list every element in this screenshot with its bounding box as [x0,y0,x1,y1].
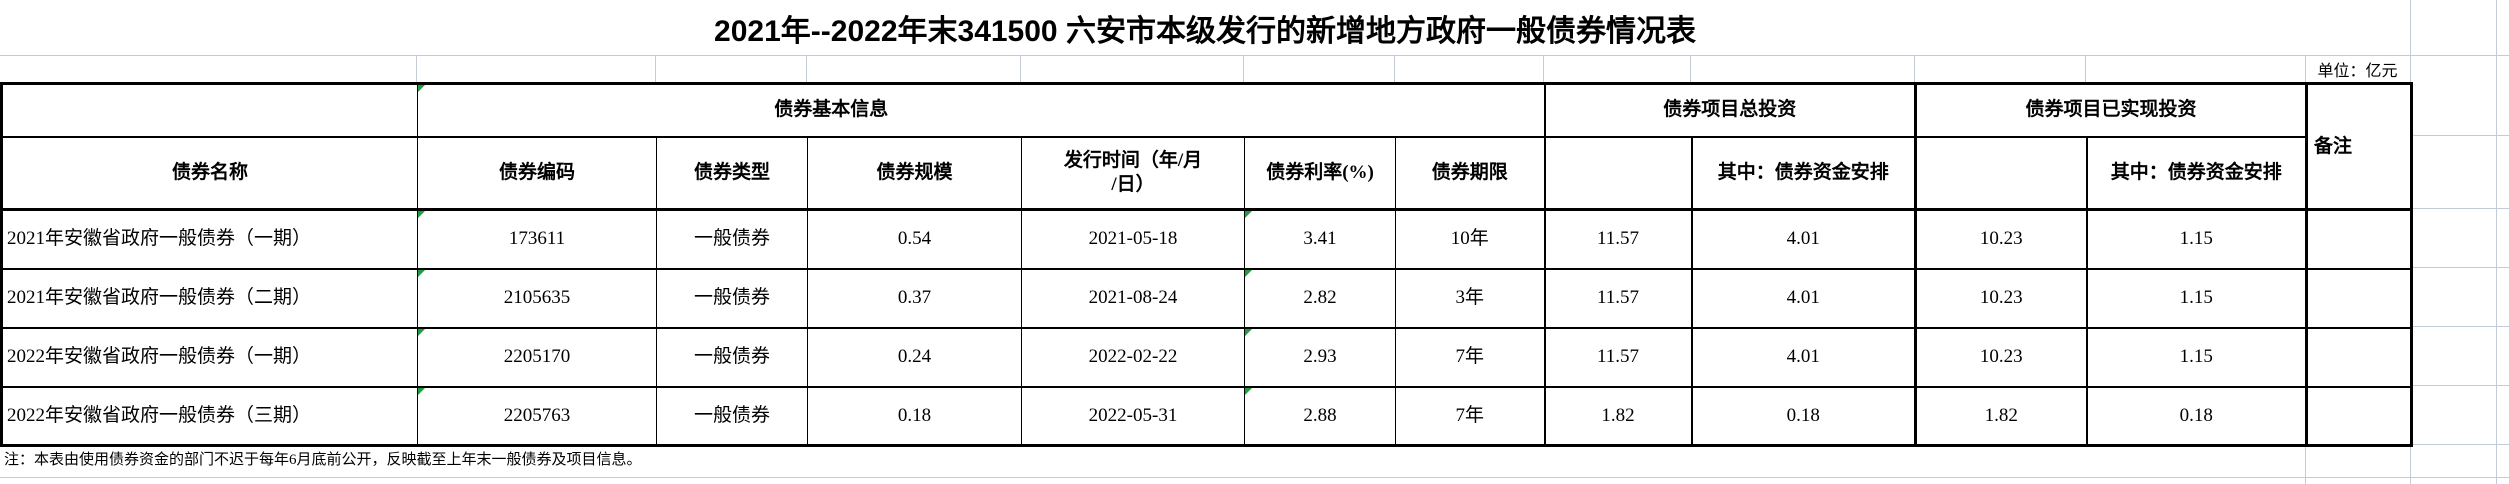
gridline [2410,267,2509,268]
total-investment-cell: 11.57 [1543,326,1693,387]
bond-scale-cell: 0.24 [807,326,1022,387]
bond-scale-cell: 0.54 [807,208,1022,269]
gridline [2410,444,2411,484]
remark-cell [2305,208,2413,269]
bond-code-cell: 2105635 [417,267,657,328]
realized-investment-cell: 10.23 [1914,208,2088,269]
interest-rate-cell: 2.82 [1244,267,1397,328]
bond-type-cell: 一般债券 [656,326,808,387]
realized-fund-cell: 1.15 [2085,208,2308,269]
realized-fund-cell: 1.15 [2085,326,2308,387]
bond-scale-cell: 0.37 [807,267,1022,328]
bond-type-cell: 一般债券 [656,208,808,269]
gridline [1914,55,1915,82]
header-realized-fund-arrangement: 其中：债券资金安排 [2085,135,2308,210]
gridline [1243,55,1244,82]
bond-term-cell: 3年 [1395,267,1546,328]
table-row: 2021年安徽省政府一般债券（一期） 173611 一般债券 0.54 2021… [1,208,2413,269]
header-interest-rate: 债券利率(%) [1244,135,1397,210]
remark-cell [2305,326,2413,387]
total-investment-cell: 11.57 [1543,208,1693,269]
gridline [1543,55,1544,82]
page-title: 2021年--2022年末341500 六安市本级发行的新增地方政府一般债券情况… [714,14,1696,48]
bond-table: 债券基本信息 债券项目总投资 债券项目已实现投资 备注 债券名称 债券编码 债券… [0,82,2414,447]
table-row: 2022年安徽省政府一般债券（一期） 2205170 一般债券 0.24 202… [1,326,2413,387]
bond-code-cell: 2205170 [417,326,657,387]
realized-investment-cell: 1.82 [1914,385,2088,446]
bond-type-cell: 一般债券 [656,385,808,446]
bond-term-cell: 7年 [1395,326,1546,387]
table-row: 2022年安徽省政府一般债券（三期） 2205763 一般债券 0.18 202… [1,385,2413,446]
issue-date-cell: 2021-05-18 [1020,208,1246,269]
issue-date-cell: 2022-02-22 [1020,326,1246,387]
bond-term-cell: 10年 [1395,208,1546,269]
gridline [416,55,417,82]
header-bond-name: 债券名称 [1,135,418,210]
realized-investment-cell: 10.23 [1914,267,2088,328]
total-fund-cell: 4.01 [1690,208,1917,269]
bond-term-cell: 7年 [1395,385,1546,446]
total-investment-cell: 1.82 [1543,385,1693,446]
gridline [806,55,807,82]
gridline [2410,444,2509,445]
gridline [1020,55,1021,82]
gridline [0,55,2509,56]
realized-fund-cell: 1.15 [2085,267,2308,328]
total-investment-cell: 11.57 [1543,267,1693,328]
gridline [2410,208,2509,209]
gridline [1394,55,1395,82]
header-group-basic-info-extension [1244,83,1546,137]
gridline [2410,385,2509,386]
bond-code-cell: 2205763 [417,385,657,446]
header-corner-empty [1,83,418,137]
gridline [0,477,2509,478]
gridline [2305,55,2306,82]
bond-name-cell: 2022年安徽省政府一般债券（三期） [1,385,418,446]
unit-label: 单位：亿元 [2317,63,2398,80]
bond-scale-cell: 0.18 [807,385,1022,446]
gridline [2305,444,2306,484]
bond-name-cell: 2021年安徽省政府一般债券（一期） [1,208,418,269]
header-group-realized-investment: 债券项目已实现投资 [1914,83,2308,137]
interest-rate-cell: 3.41 [1244,208,1397,269]
header-bond-type: 债券类型 [656,135,808,210]
header-issue-date: 发行时间（年/月 /日） [1020,135,1246,210]
header-realized-investment-sub-empty [1914,135,2088,210]
issue-date-cell: 2021-08-24 [1020,267,1246,328]
interest-rate-cell: 2.93 [1244,326,1397,387]
interest-rate-cell: 2.88 [1244,385,1397,446]
header-total-investment-sub-empty [1543,135,1693,210]
header-bond-term: 债券期限 [1395,135,1546,210]
total-fund-cell: 4.01 [1690,326,1917,387]
header-bond-code: 债券编码 [417,135,657,210]
realized-investment-cell: 10.23 [1914,326,2088,387]
gridline [655,55,656,82]
header-group-total-investment: 债券项目总投资 [1543,83,1917,137]
bond-name-cell: 2022年安徽省政府一般债券（一期） [1,326,418,387]
bond-name-cell: 2021年安徽省政府一般债券（二期） [1,267,418,328]
header-remark: 备注 [2305,83,2413,210]
bond-type-cell: 一般债券 [656,267,808,328]
bond-code-cell: 173611 [417,208,657,269]
header-total-fund-arrangement: 其中：债券资金安排 [1690,135,1917,210]
realized-fund-cell: 0.18 [2085,385,2308,446]
remark-cell [2305,267,2413,328]
remark-cell [2305,385,2413,446]
header-group-basic-info: 债券基本信息 [416,83,1245,137]
gridline [2410,135,2509,136]
total-fund-cell: 4.01 [1690,267,1917,328]
total-fund-cell: 0.18 [1690,385,1917,446]
table-row: 2021年安徽省政府一般债券（二期） 2105635 一般债券 0.37 202… [1,267,2413,328]
gridline [2410,326,2509,327]
gridline [2085,55,2086,82]
header-bond-scale: 债券规模 [807,135,1022,210]
gridline [2496,0,2497,484]
gridline [2410,0,2411,82]
issue-date-cell: 2022-05-31 [1020,385,1246,446]
footnote: 注：本表由使用债券资金的部门不迟于每年6月底前公开，反映截至上年末一般债券及项目… [4,452,642,468]
gridline [1690,55,1691,82]
